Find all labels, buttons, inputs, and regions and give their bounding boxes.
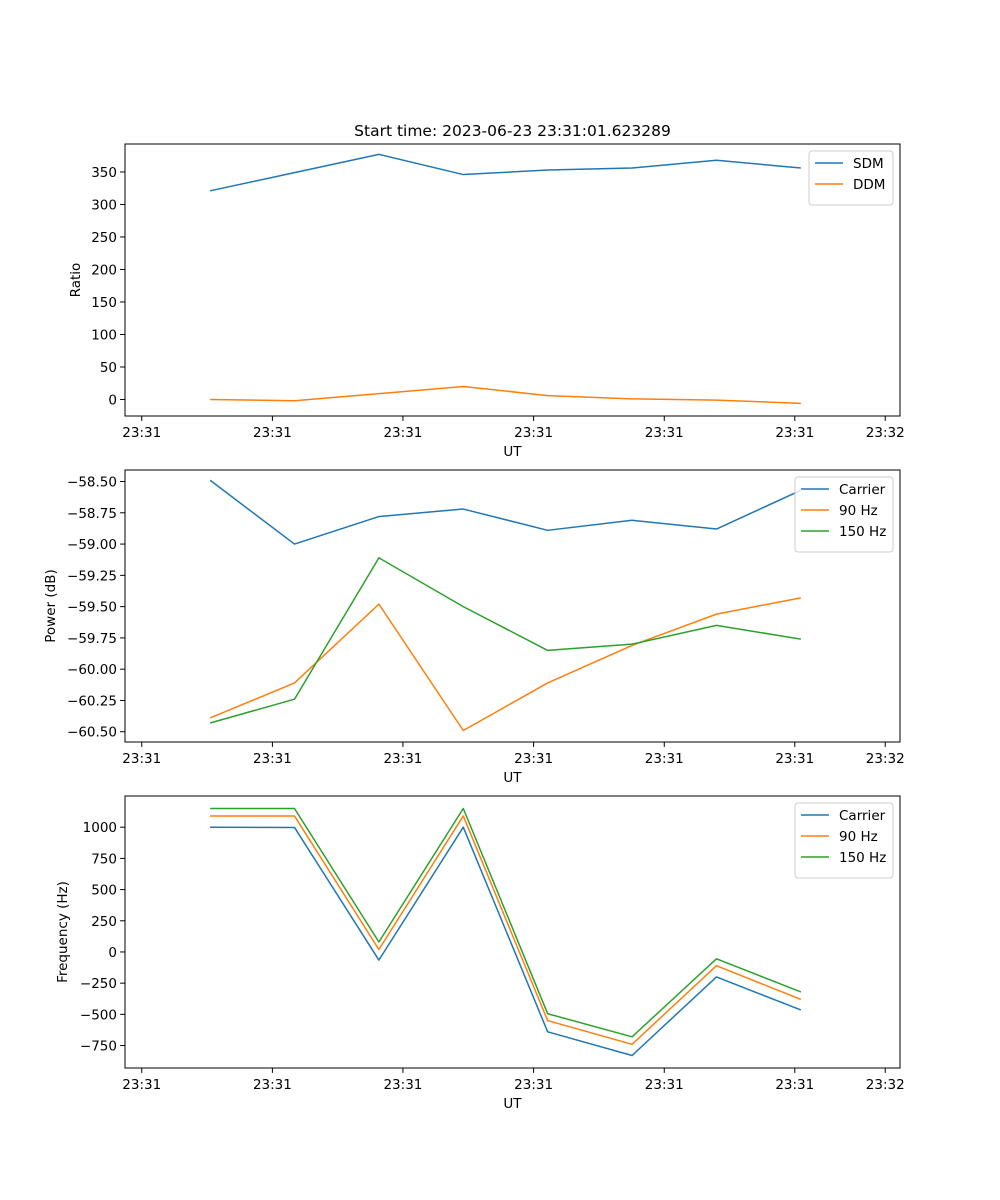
power-y-tick-label: −59.25 xyxy=(67,568,117,584)
power-legend-label-carrier: Carrier xyxy=(839,482,886,498)
ratio-subplot: 23:31 23:31 23:31 23:31 23:31 23:31 23:32 0 50 10… xyxy=(68,143,905,460)
power-series-line-90-hz xyxy=(209,597,801,732)
ratio-legend xyxy=(808,150,894,206)
frequency-y-tick-label: −750 xyxy=(80,1039,117,1055)
ratio-x-tick-label: 23:31 xyxy=(383,425,422,441)
power-y-tick-label: −60.50 xyxy=(67,725,117,741)
power-axes-frame xyxy=(124,469,901,743)
power-y-tick-label: −60.25 xyxy=(67,693,117,709)
power-y-tick-label: −58.75 xyxy=(67,506,117,522)
power-x-tick-label: 23:31 xyxy=(645,751,684,767)
power-y-tick-label: −59.75 xyxy=(67,631,117,647)
ratio-y-tick-label: 50 xyxy=(100,360,117,376)
power-legend-label-90-hz: 90 Hz xyxy=(839,503,878,519)
frequency-x-tick-label: 23:32 xyxy=(866,1077,905,1093)
ratio-x-tick-label: 23:31 xyxy=(645,425,684,441)
frequency-subplot: 23:31 23:31 23:31 23:31 23:31 23:31 23:32 1000 7… xyxy=(55,795,905,1112)
ratio-x-tick-label: 23:31 xyxy=(775,425,814,441)
ratio-y-tick-label: 100 xyxy=(91,327,117,343)
frequency-series-line-carrier xyxy=(210,826,802,1057)
frequency-series-line-90-hz xyxy=(210,815,802,1046)
ratio-y-tick-label: 0 xyxy=(108,392,117,408)
frequency-x-axis-label: UT xyxy=(503,1096,522,1112)
frequency-y-tick-label: 250 xyxy=(91,914,117,930)
ratio-x-tick-label: 23:31 xyxy=(253,425,292,441)
frequency-legend-label-carrier: Carrier xyxy=(839,808,886,824)
ratio-legend-label-sdm: SDM xyxy=(853,156,884,172)
power-series-line-150-hz xyxy=(209,557,801,724)
power-x-tick-label: 23:31 xyxy=(383,751,422,767)
power-x-tick-label: 23:31 xyxy=(253,751,292,767)
power-series-line-carrier xyxy=(209,479,802,545)
power-x-axis-label: UT xyxy=(503,770,522,786)
ratio-x-tick-label: 23:31 xyxy=(514,425,553,441)
power-legend-label-150-hz: 150 Hz xyxy=(839,524,886,540)
ratio-series-line-ddm xyxy=(210,385,801,405)
ratio-y-tick-label: 150 xyxy=(91,295,117,311)
power-y-tick-label: −59.00 xyxy=(67,537,117,553)
frequency-y-tick-label: 500 xyxy=(91,883,117,899)
frequency-x-tick-label: 23:31 xyxy=(253,1077,292,1093)
frequency-legend-label-90-hz: 90 Hz xyxy=(839,829,878,845)
frequency-x-tick-label: 23:31 xyxy=(775,1077,814,1093)
frequency-x-tick-label: 23:31 xyxy=(645,1077,684,1093)
power-x-tick-label: 23:31 xyxy=(775,751,814,767)
ratio-y-axis-label: Ratio xyxy=(68,263,84,298)
power-y-tick-label: −59.50 xyxy=(67,600,117,616)
power-y-tick-label: −60.00 xyxy=(67,662,117,678)
frequency-axes-frame xyxy=(124,795,901,1069)
ratio-y-tick-label: 350 xyxy=(91,165,117,181)
frequency-series-line-150-hz xyxy=(210,807,802,1038)
power-x-tick-label: 23:31 xyxy=(514,751,553,767)
figure-title: Start time: 2023-06-23 23:31:01.623289 xyxy=(354,122,671,140)
frequency-y-tick-label: 0 xyxy=(108,945,117,961)
frequency-x-tick-label: 23:31 xyxy=(383,1077,422,1093)
ratio-y-tick-label: 200 xyxy=(91,262,117,278)
frequency-legend-label-150-hz: 150 Hz xyxy=(839,850,886,866)
power-y-tick-label: −58.50 xyxy=(67,475,117,491)
ratio-x-axis-label: UT xyxy=(503,444,522,460)
frequency-x-tick-label: 23:31 xyxy=(122,1077,161,1093)
frequency-legend xyxy=(794,802,894,879)
frequency-y-tick-label: 750 xyxy=(91,851,117,867)
ratio-y-tick-label: 250 xyxy=(91,230,117,246)
frequency-x-tick-label: 23:31 xyxy=(514,1077,553,1093)
ratio-series-line-sdm xyxy=(209,153,801,192)
power-y-axis-label: Power (dB) xyxy=(43,569,59,642)
frequency-y-axis-label: Frequency (Hz) xyxy=(55,881,71,983)
power-legend xyxy=(794,476,894,553)
ratio-x-tick-label: 23:31 xyxy=(122,425,161,441)
frequency-y-tick-label: −250 xyxy=(80,976,117,992)
power-subplot: 23:31 23:31 23:31 23:31 23:31 23:31 23:32 −58.5… xyxy=(43,469,905,786)
frequency-y-tick-label: −500 xyxy=(80,1007,117,1023)
ratio-y-tick-label: 300 xyxy=(91,197,117,213)
power-x-tick-label: 23:32 xyxy=(866,751,905,767)
frequency-y-tick-label: 1000 xyxy=(83,820,117,836)
ratio-x-tick-label: 23:32 xyxy=(866,425,905,441)
ratio-legend-label-ddm: DDM xyxy=(853,177,885,193)
power-x-tick-label: 23:31 xyxy=(122,751,161,767)
ratio-axes-frame xyxy=(124,143,901,417)
